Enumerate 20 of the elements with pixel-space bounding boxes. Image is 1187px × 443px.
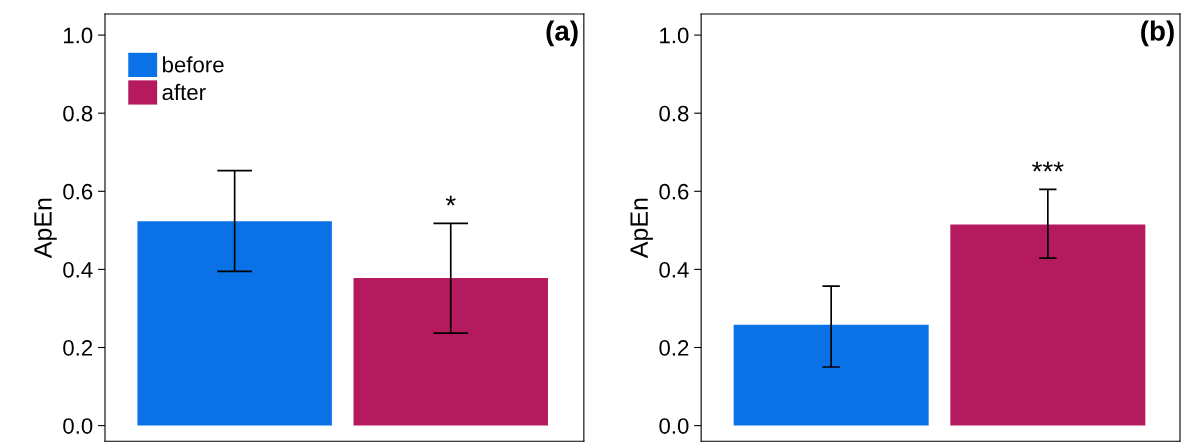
y-tick-label: 0.4 (659, 261, 689, 278)
y-tick-label: 0.2 (659, 340, 689, 356)
y-tick-label: 0.0 (63, 418, 93, 434)
legend-label: before (163, 56, 224, 73)
y-tick-label: 0.8 (63, 105, 93, 122)
y-tick-label: 0.4 (63, 261, 93, 278)
data-label: * (445, 195, 456, 206)
y-tick-label: 0.6 (63, 183, 93, 200)
data-label: *** (1032, 161, 1064, 172)
y-tick-label: 1.0 (660, 27, 689, 44)
legend-label: after (162, 83, 206, 101)
y-axis-title: ApEn (34, 198, 57, 259)
y-tick-label: 0.0 (659, 418, 689, 434)
y-axis-title: ApEn (630, 198, 653, 259)
y-tick-label: 0.8 (659, 105, 689, 122)
y-tick-label: 0.6 (659, 183, 689, 200)
y-tick-label: 0.2 (63, 340, 93, 356)
chart-title: (a) (546, 20, 578, 47)
y-tick-label: 1.0 (64, 27, 93, 44)
chart-title: (b) (1141, 20, 1174, 47)
